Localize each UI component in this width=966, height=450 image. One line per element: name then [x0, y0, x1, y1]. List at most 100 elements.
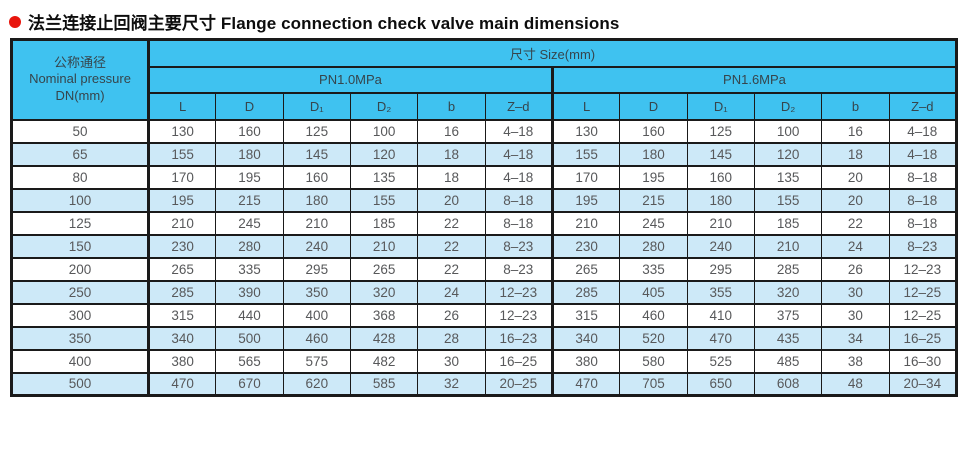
dn-cell: 250 [11, 279, 150, 305]
page-title: 法兰连接止回阀主要尺寸 Flange connection check valv… [0, 0, 966, 38]
dimensions-table: 公称通径 Nominal pressure DN(mm) 尺寸 Size(mm)… [10, 38, 958, 397]
value-cell-pn16: 16–30 [888, 348, 958, 374]
value-cell-pn16: 210 [550, 210, 621, 236]
table-row: 100 195 215 180 155 20 8–18 195 215 180 155 20 8–18 [11, 187, 958, 213]
value-cell-pn16: 170 [550, 164, 621, 190]
value-cell-pn10: 245 [215, 210, 284, 236]
table-row: 300 315 440 400 368 26 12–23 315 460 410 375 30 12–2… [11, 302, 958, 328]
value-cell-pn16: 16–25 [888, 325, 958, 351]
value-cell-pn16: 340 [550, 325, 621, 351]
value-cell-pn10: 470 [147, 371, 217, 397]
value-cell-pn10: 8–23 [484, 256, 553, 282]
value-cell-pn16: 130 [550, 118, 621, 144]
value-cell-pn10: 210 [147, 210, 217, 236]
value-cell-pn16: 470 [550, 371, 621, 397]
value-cell-pn16: 485 [753, 348, 823, 374]
value-cell-pn10: 195 [147, 187, 217, 213]
value-cell-pn16: 20–34 [888, 371, 958, 397]
value-cell-pn10: 210 [282, 210, 351, 236]
value-cell-pn10: 670 [215, 371, 284, 397]
value-cell-pn16: 195 [619, 164, 688, 190]
value-cell-pn10: 4–18 [484, 118, 553, 144]
value-cell-pn16: 100 [753, 118, 823, 144]
title-text: 法兰连接止回阀主要尺寸 Flange connection check valv… [28, 14, 620, 33]
value-cell-pn10: 482 [349, 348, 419, 374]
value-cell-pn10: 125 [282, 118, 351, 144]
value-cell-pn10: 315 [147, 302, 217, 328]
value-cell-pn10: 4–18 [484, 164, 553, 190]
value-cell-pn16: 16 [821, 118, 890, 144]
value-cell-pn16: 18 [821, 141, 890, 167]
value-cell-pn10: 16–25 [484, 348, 553, 374]
value-cell-pn16: 210 [753, 233, 823, 259]
value-cell-pn16: 8–23 [888, 233, 958, 259]
value-cell-pn10: 100 [349, 118, 419, 144]
col-header-D1: D₁ [686, 91, 755, 121]
value-cell-pn10: 160 [215, 118, 284, 144]
value-cell-pn16: 12–25 [888, 302, 958, 328]
value-cell-pn16: 210 [686, 210, 755, 236]
value-cell-pn16: 12–23 [888, 256, 958, 282]
value-cell-pn10: 120 [349, 141, 419, 167]
value-cell-pn16: 34 [821, 325, 890, 351]
dn-cell: 80 [11, 164, 150, 190]
value-cell-pn10: 320 [349, 279, 419, 305]
value-cell-pn10: 565 [215, 348, 284, 374]
value-cell-pn16: 240 [686, 233, 755, 259]
value-cell-pn10: 428 [349, 325, 419, 351]
value-cell-pn10: 4–18 [484, 141, 553, 167]
value-cell-pn10: 368 [349, 302, 419, 328]
value-cell-pn16: 470 [686, 325, 755, 351]
value-cell-pn10: 390 [215, 279, 284, 305]
value-cell-pn10: 265 [349, 256, 419, 282]
value-cell-pn10: 500 [215, 325, 284, 351]
value-cell-pn16: 230 [550, 233, 621, 259]
table-row: 150 230 280 240 210 22 8–23 230 280 240 210 24 8–23 [11, 233, 958, 259]
value-cell-pn16: 265 [550, 256, 621, 282]
table-row: 200 265 335 295 265 22 8–23 265 335 295 285 26 12–23 [11, 256, 958, 282]
value-cell-pn10: 30 [417, 348, 486, 374]
value-cell-pn16: 12–25 [888, 279, 958, 305]
value-cell-pn10: 210 [349, 233, 419, 259]
value-cell-pn10: 16–23 [484, 325, 553, 351]
size-header: 尺寸 Size(mm) [148, 38, 957, 68]
value-cell-pn10: 265 [147, 256, 217, 282]
value-cell-pn10: 350 [282, 279, 351, 305]
dn-cell: 125 [11, 210, 150, 236]
col-header-D: D [619, 91, 688, 121]
value-cell-pn16: 8–18 [888, 210, 958, 236]
value-cell-pn16: 48 [821, 371, 890, 397]
value-cell-pn16: 435 [753, 325, 823, 351]
value-cell-pn10: 380 [147, 348, 217, 374]
value-cell-pn16: 160 [619, 118, 688, 144]
value-cell-pn10: 145 [282, 141, 351, 167]
table-header: 公称通径 Nominal pressure DN(mm) 尺寸 Size(mm)… [11, 38, 958, 121]
col-header-D1: D₁ [282, 91, 351, 121]
value-cell-pn16: 4–18 [888, 141, 958, 167]
dn-cell: 100 [11, 187, 150, 213]
col-header-b: b [417, 91, 486, 121]
table-row: 250 285 390 350 320 24 12–23 285 405 355 320 30 12–2… [11, 279, 958, 305]
value-cell-pn16: 30 [821, 279, 890, 305]
value-cell-pn16: 145 [686, 141, 755, 167]
value-cell-pn16: 20 [821, 164, 890, 190]
dn-cell: 500 [11, 371, 150, 397]
value-cell-pn10: 215 [215, 187, 284, 213]
col-header-D: D [215, 91, 284, 121]
value-cell-pn10: 400 [282, 302, 351, 328]
value-cell-pn16: 195 [550, 187, 621, 213]
value-cell-pn16: 335 [619, 256, 688, 282]
value-cell-pn10: 585 [349, 371, 419, 397]
value-cell-pn10: 22 [417, 256, 486, 282]
value-cell-pn16: 20 [821, 187, 890, 213]
value-cell-pn10: 20–25 [484, 371, 553, 397]
dn-cell: 400 [11, 348, 150, 374]
value-cell-pn10: 8–18 [484, 210, 553, 236]
value-cell-pn16: 180 [686, 187, 755, 213]
value-cell-pn10: 8–18 [484, 187, 553, 213]
value-cell-pn16: 380 [550, 348, 621, 374]
dn-cell: 150 [11, 233, 150, 259]
value-cell-pn16: 120 [753, 141, 823, 167]
value-cell-pn16: 295 [686, 256, 755, 282]
value-cell-pn10: 26 [417, 302, 486, 328]
